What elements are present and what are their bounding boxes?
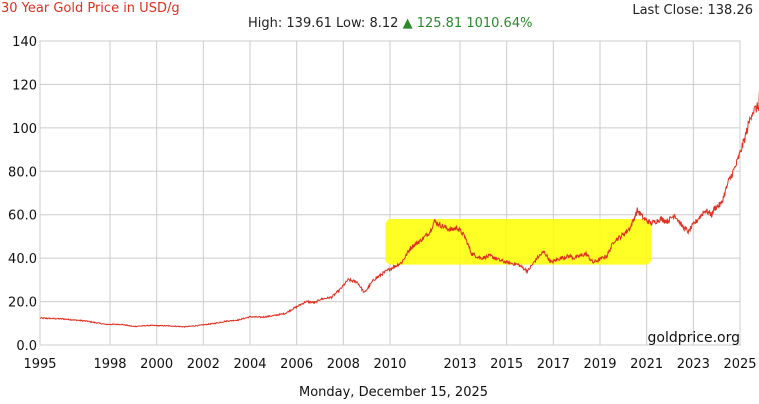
y-tick-label: 100 [12,122,37,137]
x-tick-label: 2010 [373,357,406,372]
y-tick-label: 60.0 [8,209,37,224]
last-close: Last Close: 138.26 [632,3,753,18]
x-tick-label: 2000 [140,357,173,372]
change-value: 125.81 [416,16,463,31]
series-layer [39,90,759,328]
x-tick-label: 1995 [23,357,56,372]
y-tick-label: 0.0 [16,339,37,354]
x-tick-label: 2013 [443,357,476,372]
x-tick-label: 2008 [327,357,360,372]
x-tick-label: 2004 [233,357,266,372]
price-line [39,90,759,328]
y-tick-label: 20.0 [8,296,37,311]
x-tick-label: 2025 [723,357,756,372]
y-tick-label: 40.0 [8,252,37,267]
x-tick-label: 2006 [280,357,313,372]
price-stats: High: 139.61 Low: 8.12 ▲ 125.81 1010.64% [248,16,532,31]
y-tick-label: 140 [12,35,37,50]
grid [39,40,741,346]
change-percent: 1010.64% [466,16,533,31]
x-tick-label: 2017 [537,357,570,372]
axes: 0.0 20.0 40.0 60.0 80.0 100 120 140 1995 1998 2000… [8,35,757,372]
high-label: High: [248,16,283,31]
x-tick-label: 2019 [583,357,616,372]
up-arrow-icon: ▲ [402,16,413,31]
highlight-region [385,219,652,265]
last-close-label: Last Close: [632,3,704,18]
watermark: goldprice.org [648,330,740,346]
low-value: 8.12 [369,16,399,31]
x-tick-label: 1998 [93,357,126,372]
x-tick-label: 2021 [630,357,663,372]
x-tick-label: 2023 [677,357,710,372]
y-tick-label: 120 [12,78,37,93]
x-tick-label: 2002 [187,357,220,372]
y-tick-label: 80.0 [8,165,37,180]
highlight-band [385,219,652,265]
x-tick-label: 2015 [490,357,523,372]
last-close-value: 138.26 [707,3,754,18]
high-value: 139.61 [286,16,332,31]
chart-title: 30 Year Gold Price in USD/g [1,1,180,16]
footer-date: Monday, December 15, 2025 [298,385,489,400]
low-label: Low: [336,16,366,31]
